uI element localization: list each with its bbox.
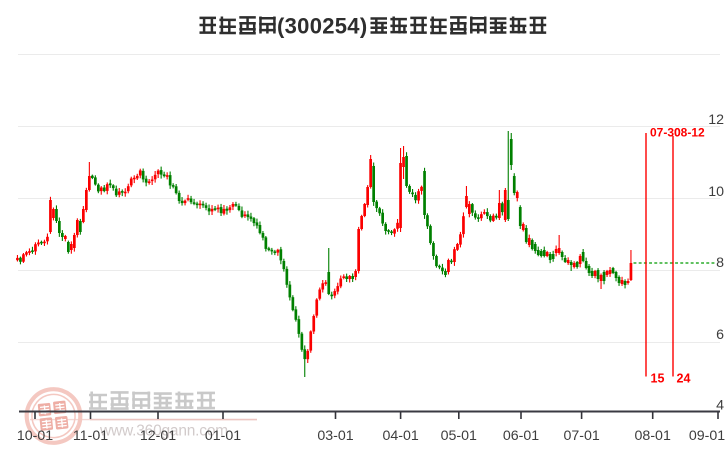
svg-text:www.360gann.com: www.360gann.com <box>99 423 228 440</box>
svg-text:06-01: 06-01 <box>503 428 539 444</box>
svg-text:4: 4 <box>716 398 724 414</box>
svg-text:8: 8 <box>716 255 724 271</box>
svg-text:12: 12 <box>708 112 724 128</box>
svg-text:15: 15 <box>651 372 665 386</box>
svg-text:03-01: 03-01 <box>317 428 353 444</box>
svg-text:10-01: 10-01 <box>17 428 53 444</box>
svg-text:05-01: 05-01 <box>441 428 477 444</box>
svg-text:12-01: 12-01 <box>140 428 176 444</box>
svg-text:07-01: 07-01 <box>563 428 599 444</box>
svg-text:04-01: 04-01 <box>382 428 418 444</box>
svg-text:24: 24 <box>677 372 691 386</box>
svg-text:08-01: 08-01 <box>635 428 671 444</box>
svg-text:(300254): (300254) <box>277 14 367 39</box>
svg-text:07-30: 07-30 <box>650 126 681 140</box>
svg-text:09-01: 09-01 <box>689 428 725 444</box>
svg-text:10: 10 <box>708 184 724 200</box>
svg-text:08-12: 08-12 <box>674 126 705 140</box>
svg-text:01-01: 01-01 <box>205 428 241 444</box>
svg-text:6: 6 <box>716 327 724 343</box>
svg-text:11-01: 11-01 <box>73 428 108 444</box>
